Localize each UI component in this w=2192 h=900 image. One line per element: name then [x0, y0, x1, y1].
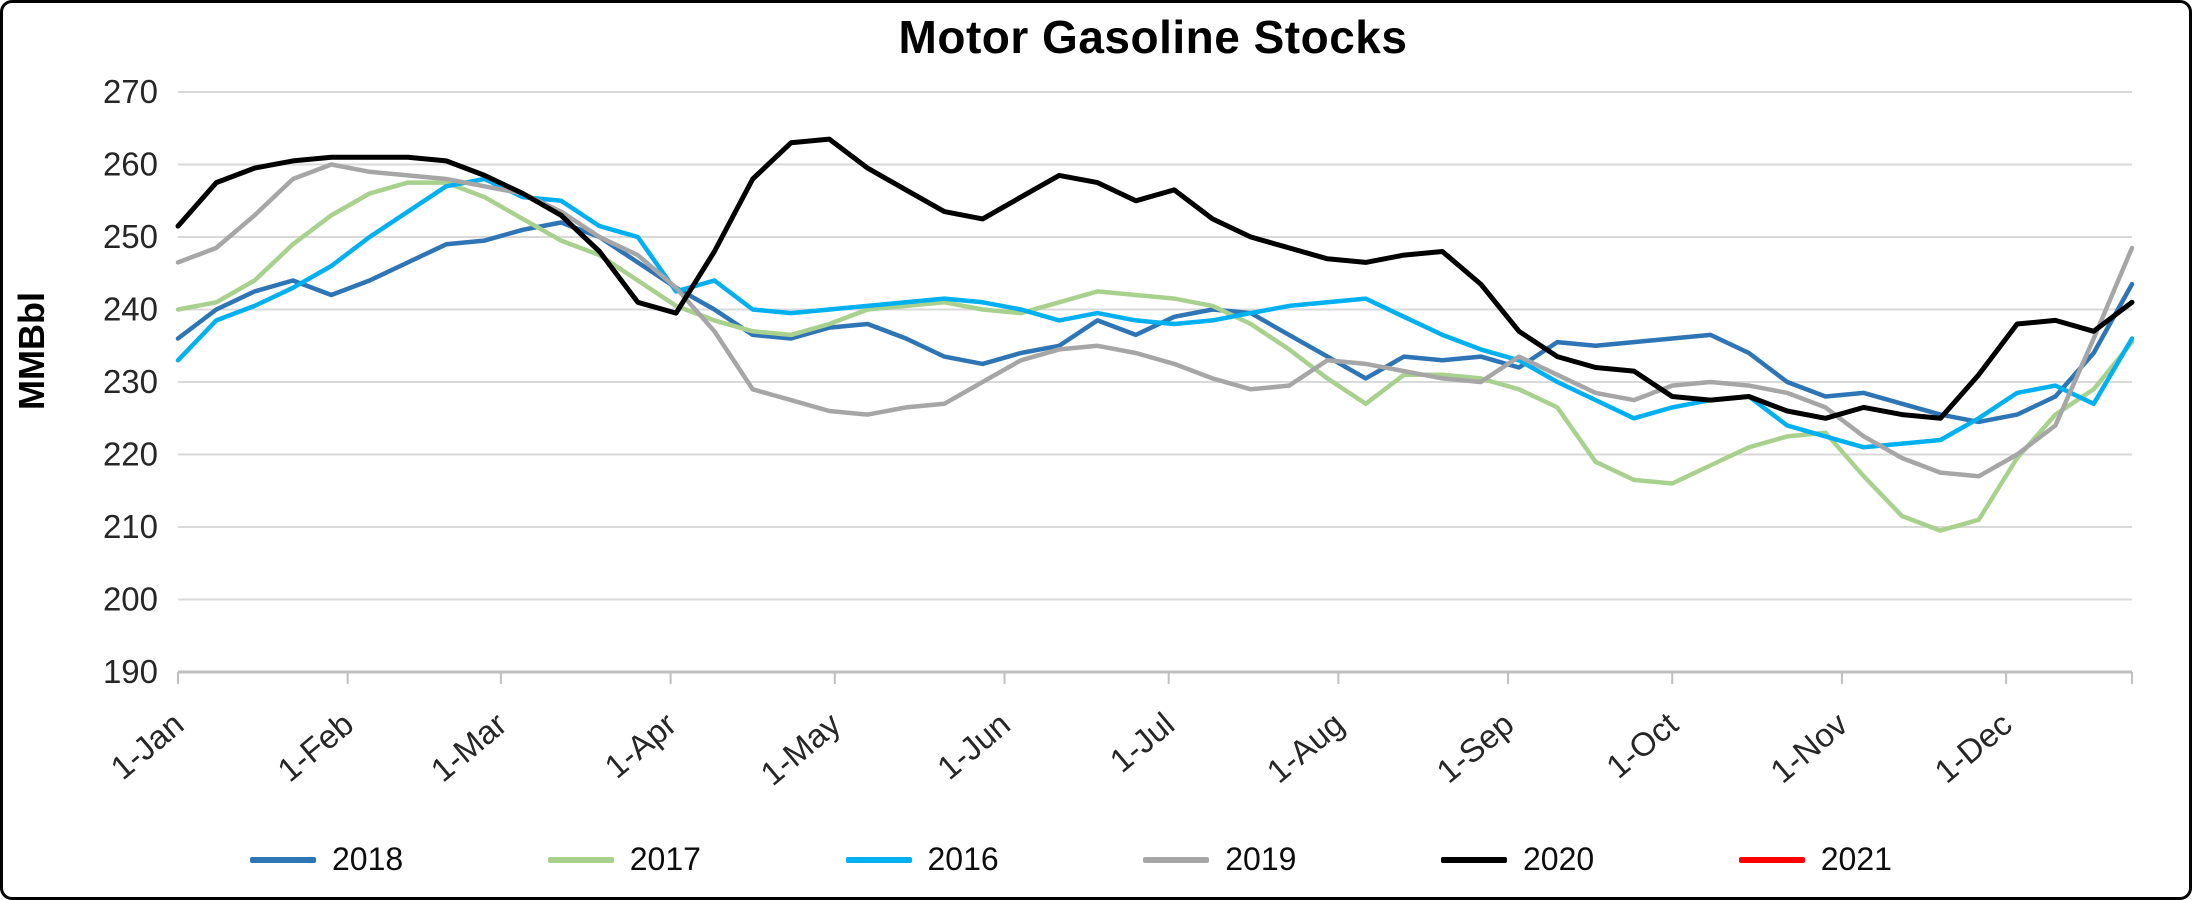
legend-label-2016: 2016: [927, 841, 999, 877]
y-axis-tick-labels: 190 200 210 220 230 240 250 260 270: [103, 73, 158, 690]
chart-title: Motor Gasoline Stocks: [898, 11, 1408, 63]
x-tick-label: 1-Aug: [1260, 705, 1351, 790]
legend-label-2021: 2021: [1820, 841, 1892, 877]
series-line-2020: [175, 136, 2135, 421]
y-tick-label: 220: [103, 436, 158, 473]
legend-label-2020: 2020: [1523, 841, 1595, 877]
series-line-2017: [175, 180, 2135, 533]
legend-swatch-2019: [1143, 856, 1210, 863]
legend-swatch-2016: [845, 856, 912, 863]
y-tick-label: 200: [103, 581, 158, 618]
legend-swatch-2021: [1738, 856, 1805, 863]
series-line-2018: [175, 220, 2135, 425]
y-gridlines: [178, 91, 2132, 674]
legend-item-2020: 2020: [1441, 841, 1594, 878]
x-tick-label: 1-Nov: [1763, 705, 1855, 790]
y-tick-label: 210: [103, 508, 158, 545]
x-tick-label: 1-Jul: [1103, 705, 1182, 779]
legend-item-2017: 2017: [547, 841, 701, 878]
series-line-2016: [175, 176, 2135, 450]
legend-swatch-2017: [547, 856, 614, 863]
x-tick-label: 1-Apr: [597, 705, 683, 785]
y-tick-label: 250: [103, 218, 158, 255]
y-tick-label: 190: [103, 653, 158, 690]
legend-label-2018: 2018: [332, 841, 404, 877]
x-tick-label: 1-Dec: [1927, 705, 2018, 790]
legend-item-2019: 2019: [1143, 841, 1296, 878]
legend-item-2016: 2016: [845, 841, 999, 878]
x-axis-tick-labels: 1-Jan 1-Feb 1-Mar 1-Apr 1-May 1-Jun 1-Jul 1-Aug…: [103, 672, 2133, 793]
y-tick-label: 260: [103, 146, 158, 183]
series-line-2019: [175, 162, 2135, 479]
y-tick-label: 240: [103, 291, 158, 328]
chart-legend: 2018 2017 2016 2019 2020 2021: [250, 841, 1892, 878]
legend-item-2021: 2021: [1738, 841, 1892, 878]
legend-label-2019: 2019: [1225, 841, 1297, 877]
x-tick-label: 1-Feb: [270, 705, 360, 789]
x-tick-label: 1-Jun: [930, 705, 1017, 786]
x-tick-label: 1-Mar: [424, 705, 514, 789]
x-tick-label: 1-Oct: [1599, 705, 1685, 785]
legend-label-2017: 2017: [629, 841, 701, 877]
x-tick-label: 1-Jan: [103, 705, 190, 786]
y-tick-label: 230: [103, 363, 158, 400]
x-tick-label: 1-Sep: [1429, 705, 1520, 790]
legend-item-2018: 2018: [250, 841, 403, 878]
legend-swatch-2018: [250, 856, 316, 863]
x-tick-label: 1-May: [753, 705, 847, 793]
legend-swatch-2020: [1441, 856, 1507, 863]
y-tick-label: 270: [103, 73, 158, 110]
